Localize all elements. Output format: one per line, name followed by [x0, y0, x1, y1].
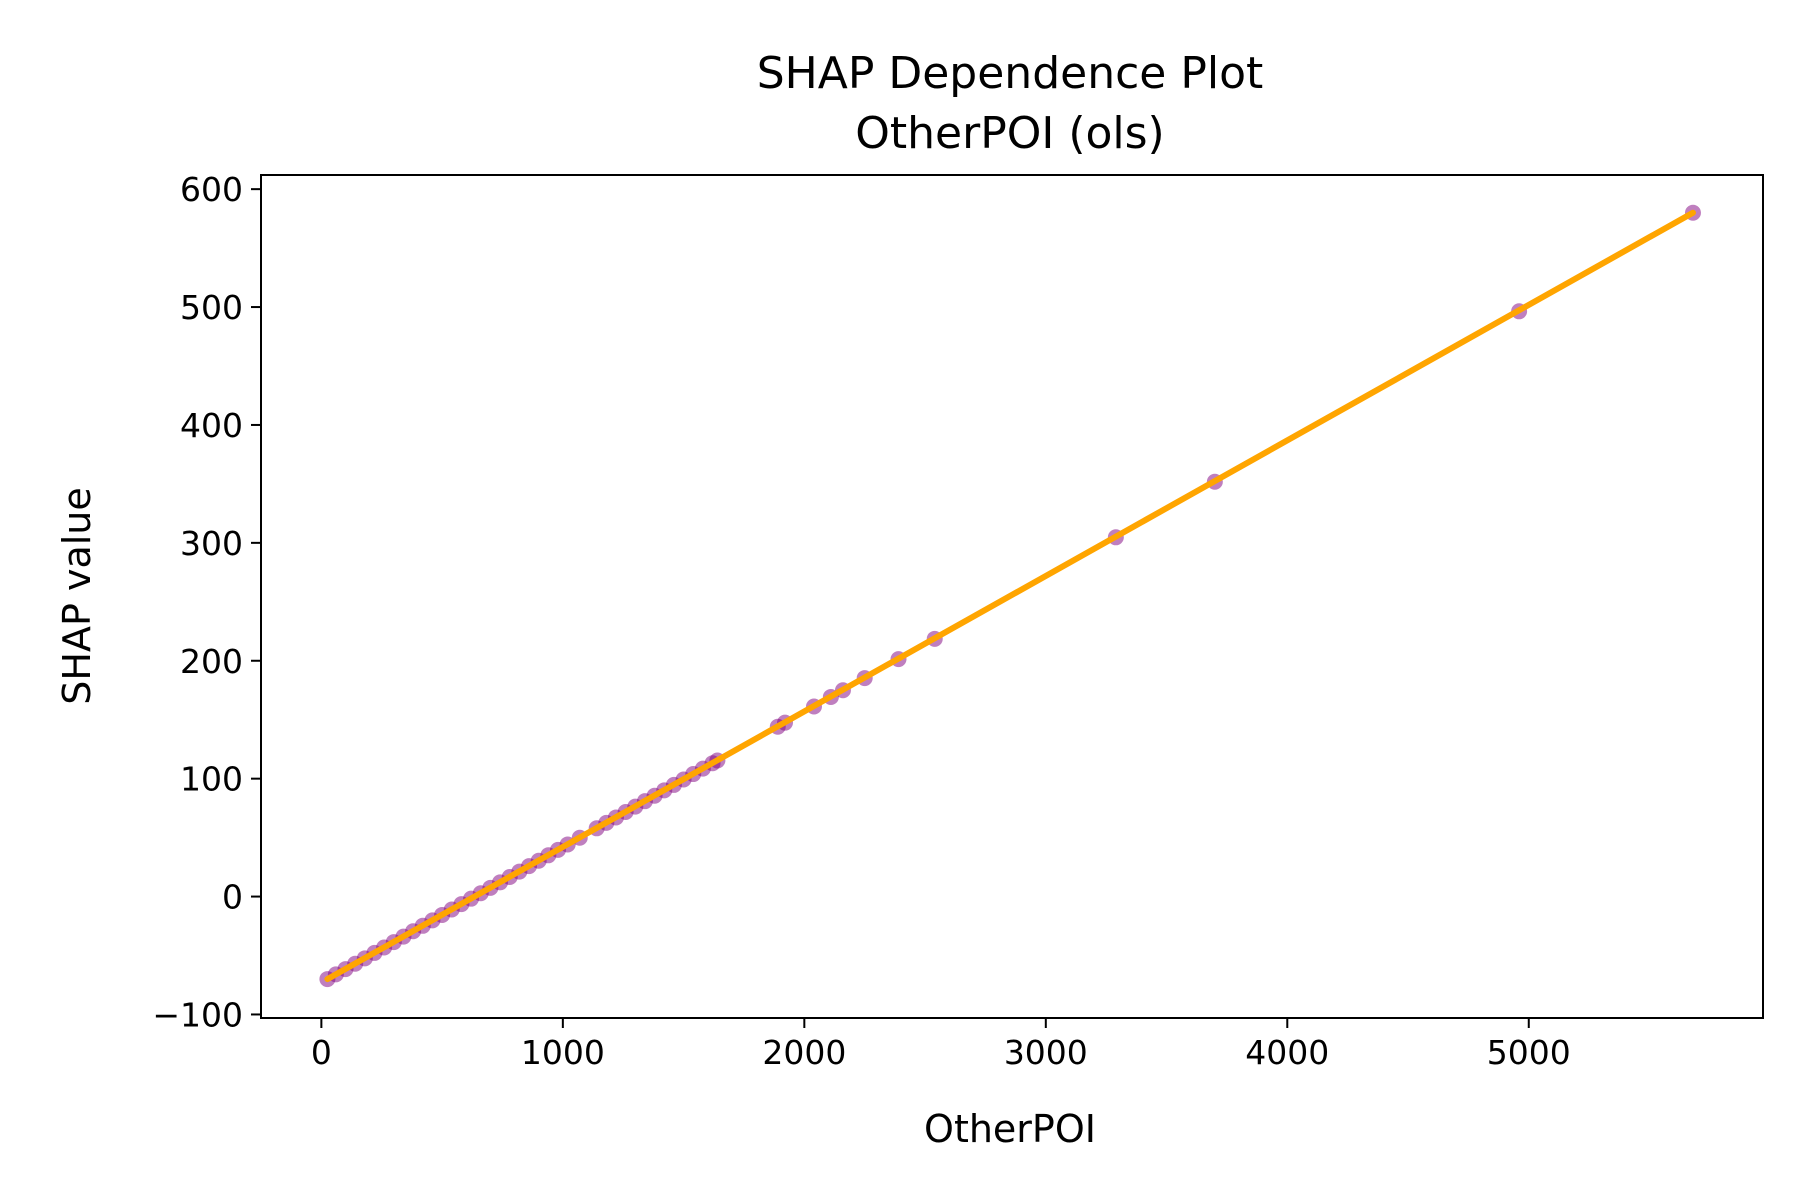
plot-area	[319, 204, 1701, 988]
x-tick-label: 2000	[762, 1033, 846, 1072]
x-tick-label: 4000	[1245, 1033, 1329, 1072]
chart-title: SHAP Dependence Plot	[757, 48, 1264, 99]
y-axis-label: SHAP value	[55, 487, 99, 704]
y-tick-label: 100	[180, 760, 243, 799]
y-tick-label: 300	[180, 524, 243, 563]
y-tick-label: 500	[180, 288, 243, 327]
y-tick-label: 200	[180, 642, 243, 681]
x-tick-label: 1000	[521, 1033, 605, 1072]
y-tick-label: 400	[180, 406, 243, 445]
x-axis-label: OtherPOI	[924, 1107, 1096, 1151]
x-tick-label: 0	[311, 1033, 332, 1072]
x-tick-label: 3000	[1004, 1033, 1088, 1072]
chart-subtitle: OtherPOI (ols)	[855, 108, 1164, 159]
y-tick-label: −100	[152, 995, 243, 1034]
axis-ticks: 0 1000 2000 3000 4000 5000 −100 0 100 200 300 400 50…	[152, 170, 1570, 1072]
y-tick-label: 0	[222, 878, 243, 917]
trend-line	[324, 209, 1696, 983]
y-tick-label: 600	[180, 170, 243, 209]
x-tick-label: 5000	[1487, 1033, 1571, 1072]
plot-frame	[260, 174, 1764, 1019]
